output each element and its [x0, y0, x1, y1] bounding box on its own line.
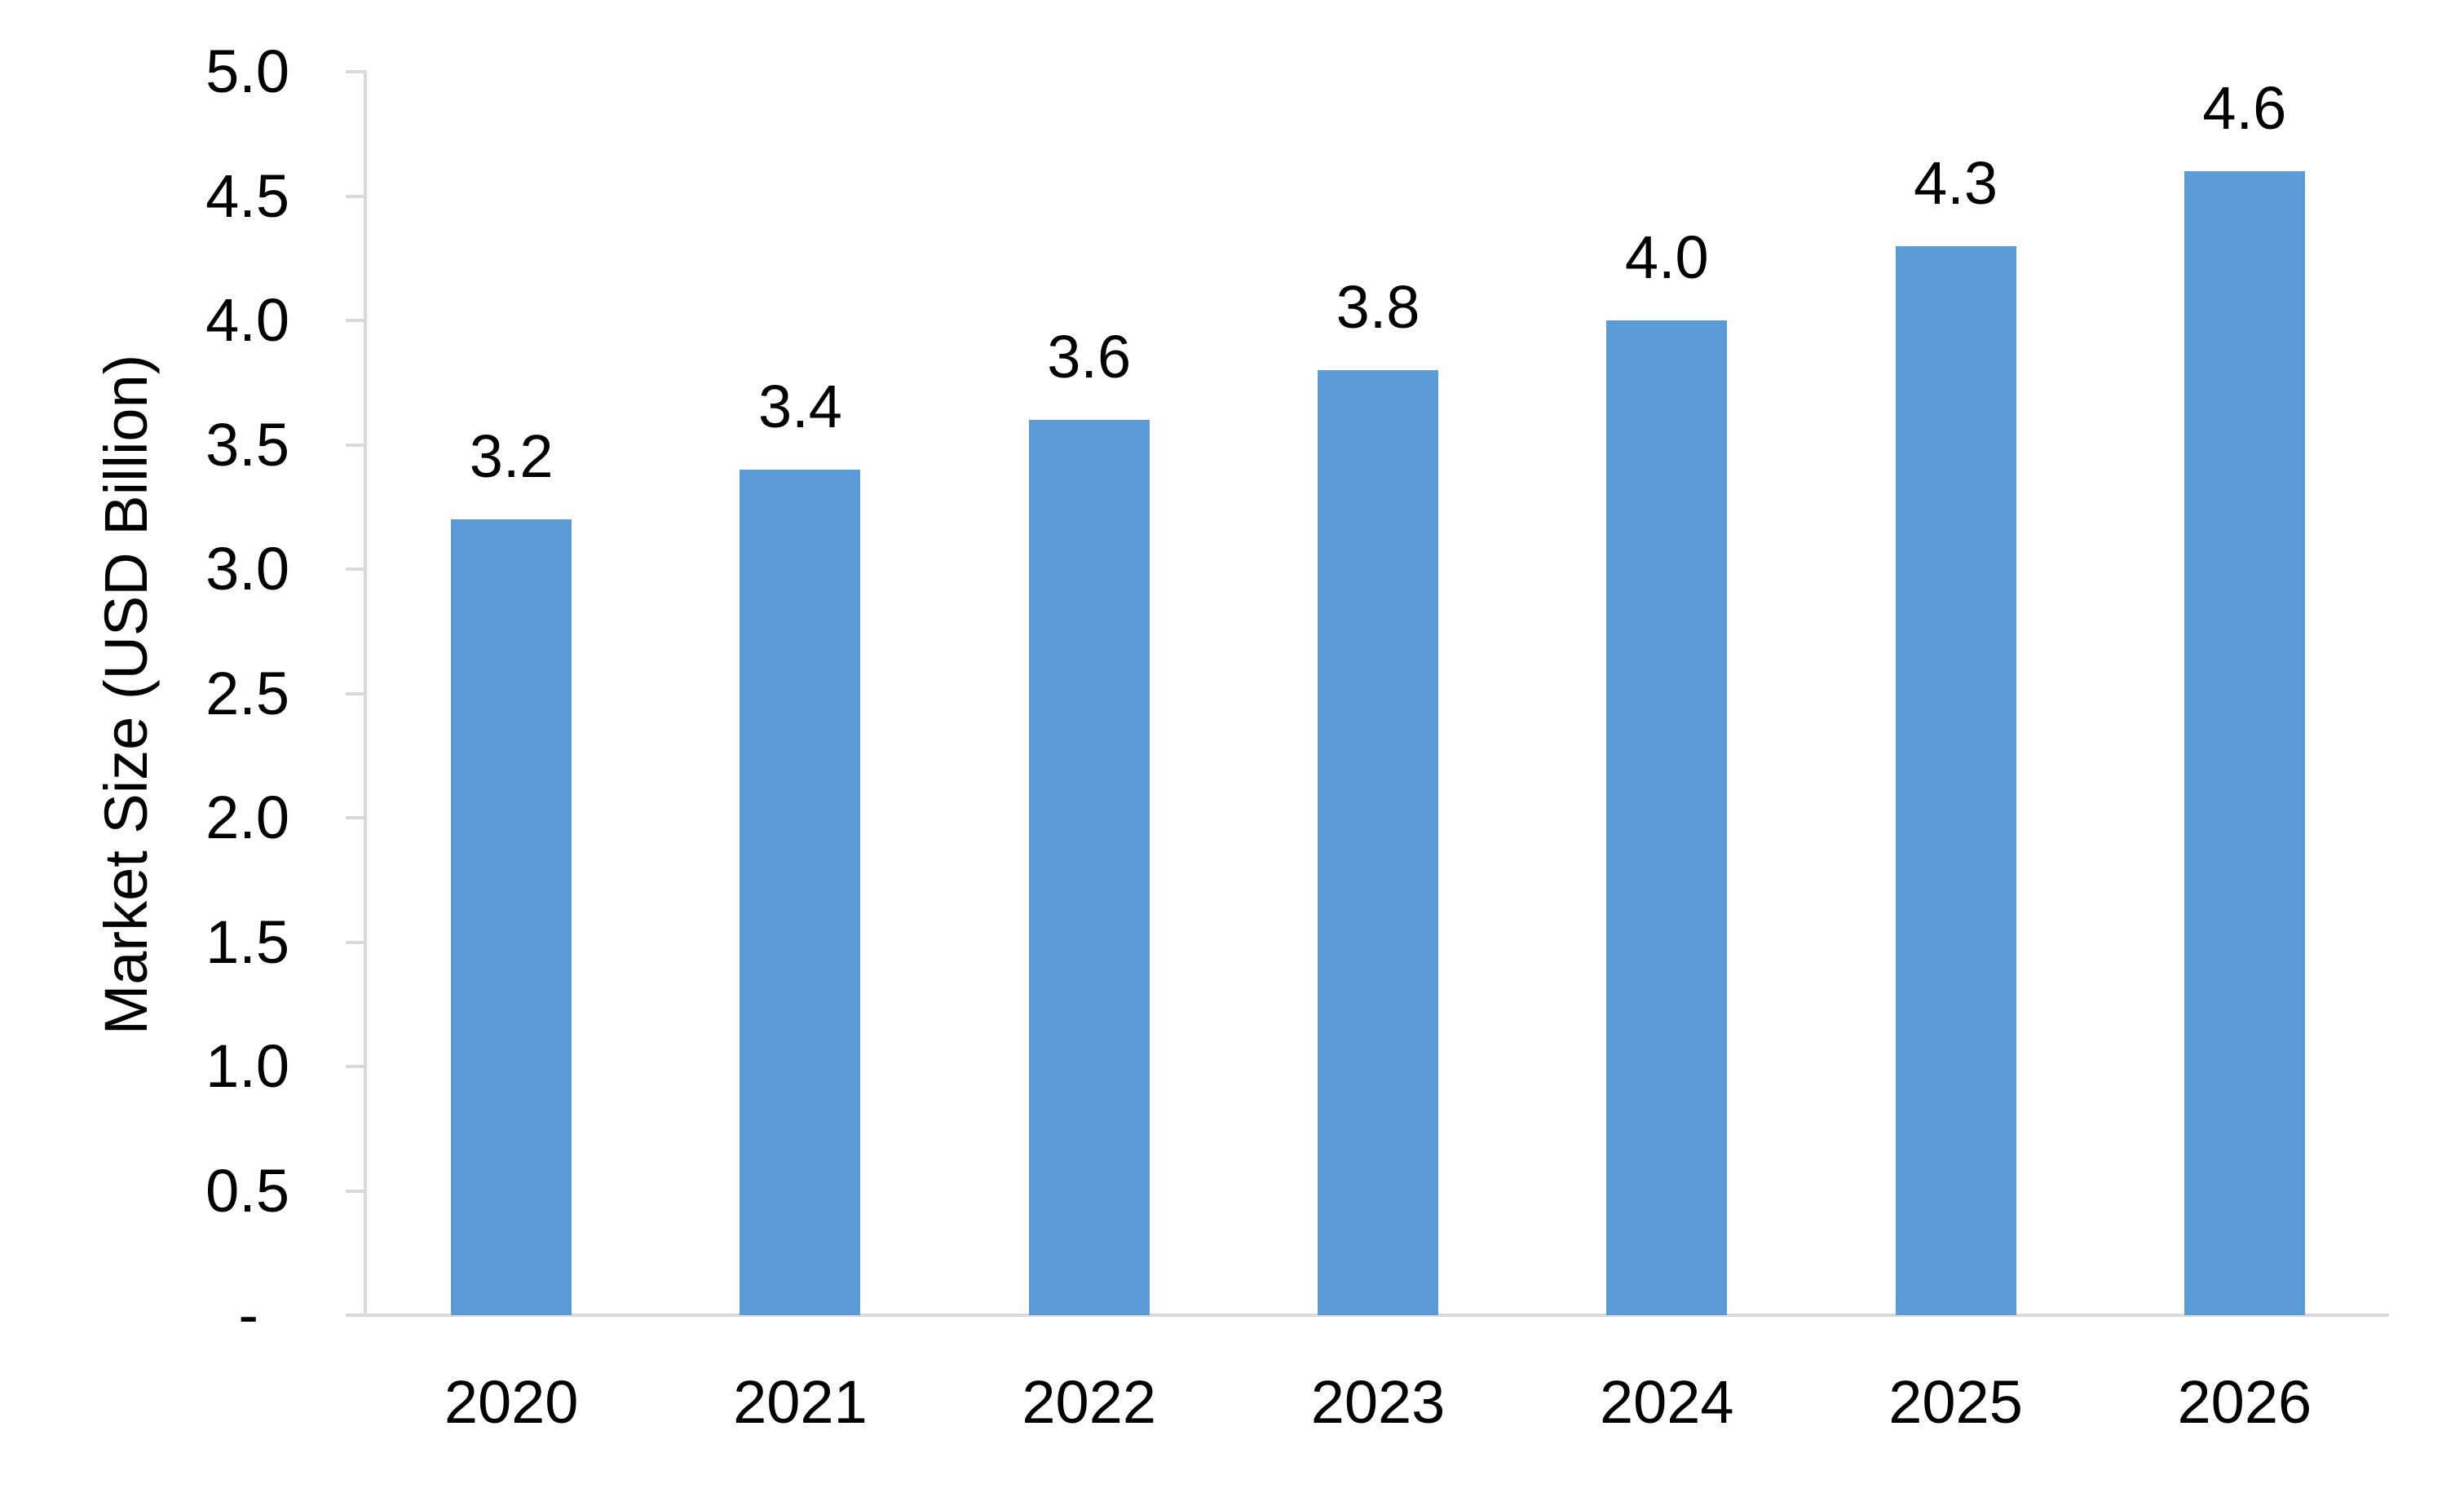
y-tick-mark	[346, 1189, 367, 1193]
y-tick-label: 5.0	[205, 38, 289, 105]
y-tick-label: 0.5	[205, 1156, 289, 1225]
y-tick-mark	[346, 691, 367, 695]
y-tick-label: -	[238, 1281, 258, 1349]
y-tick-mark	[346, 1314, 367, 1317]
x-axis-line	[346, 1314, 2389, 1317]
bar	[451, 519, 572, 1315]
bar-value-label: 3.2	[469, 422, 554, 490]
y-tick-label: 1.5	[205, 907, 289, 976]
bar-value-label: 3.6	[1047, 323, 1132, 391]
bar-value-label: 4.3	[1914, 148, 1998, 217]
bar-value-label: 4.6	[2202, 74, 2287, 142]
bar	[740, 470, 861, 1315]
y-tick-mark	[346, 443, 367, 447]
y-tick-mark	[346, 70, 367, 73]
y-tick-label: 2.0	[205, 784, 289, 851]
x-tick-label: 2026	[2177, 1368, 2312, 1436]
y-tick-mark	[346, 940, 367, 944]
y-tick-label: 1.0	[205, 1032, 289, 1100]
y-tick-mark	[346, 567, 367, 571]
x-tick-label: 2023	[1310, 1368, 1446, 1436]
bar	[1318, 370, 1438, 1315]
y-tick-mark	[346, 1065, 367, 1068]
y-tick-label: 3.0	[205, 535, 289, 603]
x-tick-label: 2025	[1888, 1368, 2023, 1436]
y-tick-label: 2.5	[205, 659, 289, 727]
y-tick-label: 4.0	[205, 286, 289, 354]
x-tick-label: 2022	[1022, 1368, 1157, 1436]
bar-value-label: 3.8	[1336, 273, 1420, 341]
bar	[1895, 245, 2016, 1315]
y-tick-mark	[346, 194, 367, 198]
bar	[2184, 171, 2305, 1315]
bar-value-label: 4.0	[1624, 223, 1709, 291]
bar	[1028, 420, 1150, 1315]
x-tick-label: 2020	[444, 1368, 579, 1436]
y-tick-mark	[346, 816, 367, 819]
y-tick-mark	[346, 319, 367, 322]
y-tick-label: 3.5	[205, 410, 289, 479]
y-tick-label: 4.5	[205, 161, 289, 230]
x-tick-label: 2024	[1599, 1368, 1734, 1436]
x-tick-label: 2021	[733, 1368, 868, 1436]
bar-value-label: 3.4	[757, 373, 842, 440]
bar	[1606, 320, 1728, 1315]
